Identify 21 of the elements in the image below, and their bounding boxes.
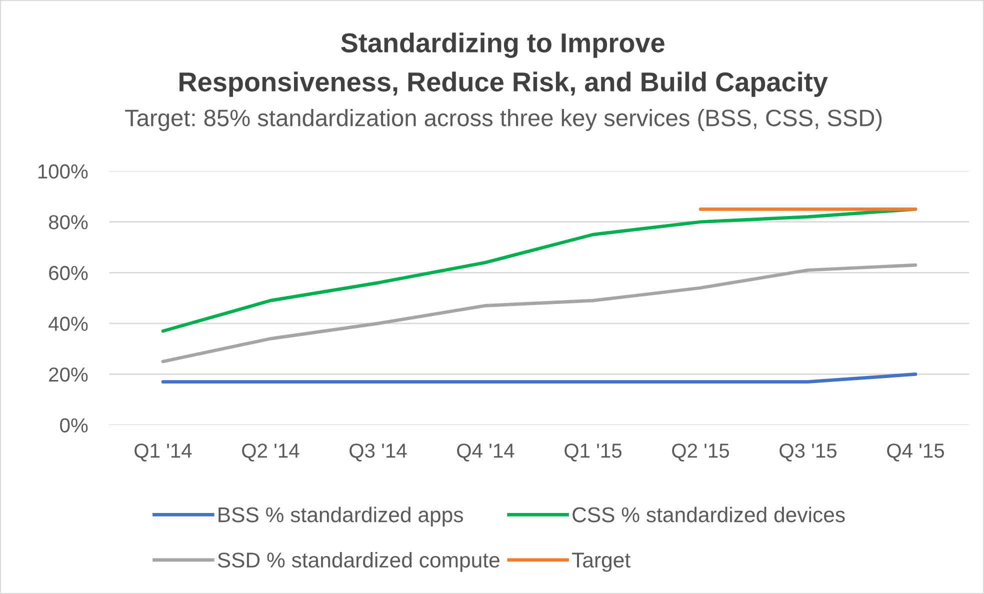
chart-subtitle: Target: 85% standardization across three key services (BSS, CSS, SSD) <box>125 108 882 131</box>
x-tick-label: Q2 '15 <box>672 444 729 462</box>
legend-label: SSD % standardized compute <box>218 552 500 572</box>
y-tick-label: 80% <box>48 215 88 230</box>
y-tick-label: 20% <box>49 367 88 382</box>
legend-label: CSS % standardized devices <box>572 506 845 522</box>
x-tick-label: Q4 '14 <box>457 444 514 462</box>
y-tick-label: 100% <box>38 164 88 179</box>
legend-label: BSS % standardized apps <box>218 506 463 527</box>
y-tick-label: 40% <box>48 316 88 331</box>
chart-title: Standardizing to Improve Responsiveness, Reduce Risk, and Build Capacity <box>180 32 828 97</box>
y-tick-label: 60% <box>49 266 88 280</box>
x-tick-label: Q1 '14 <box>134 444 192 462</box>
x-tick-label: Q3 '15 <box>780 444 836 462</box>
x-tick-label: Q3 '14 <box>350 444 407 462</box>
x-tick-label: Q1 '15 <box>564 444 622 462</box>
x-tick-label: Q2 '14 <box>242 444 300 462</box>
line-series <box>161 263 918 364</box>
legend-label: Target <box>572 552 630 572</box>
x-tick-label: Q4 '15 <box>887 444 944 462</box>
y-tick-label: 0% <box>60 418 88 432</box>
